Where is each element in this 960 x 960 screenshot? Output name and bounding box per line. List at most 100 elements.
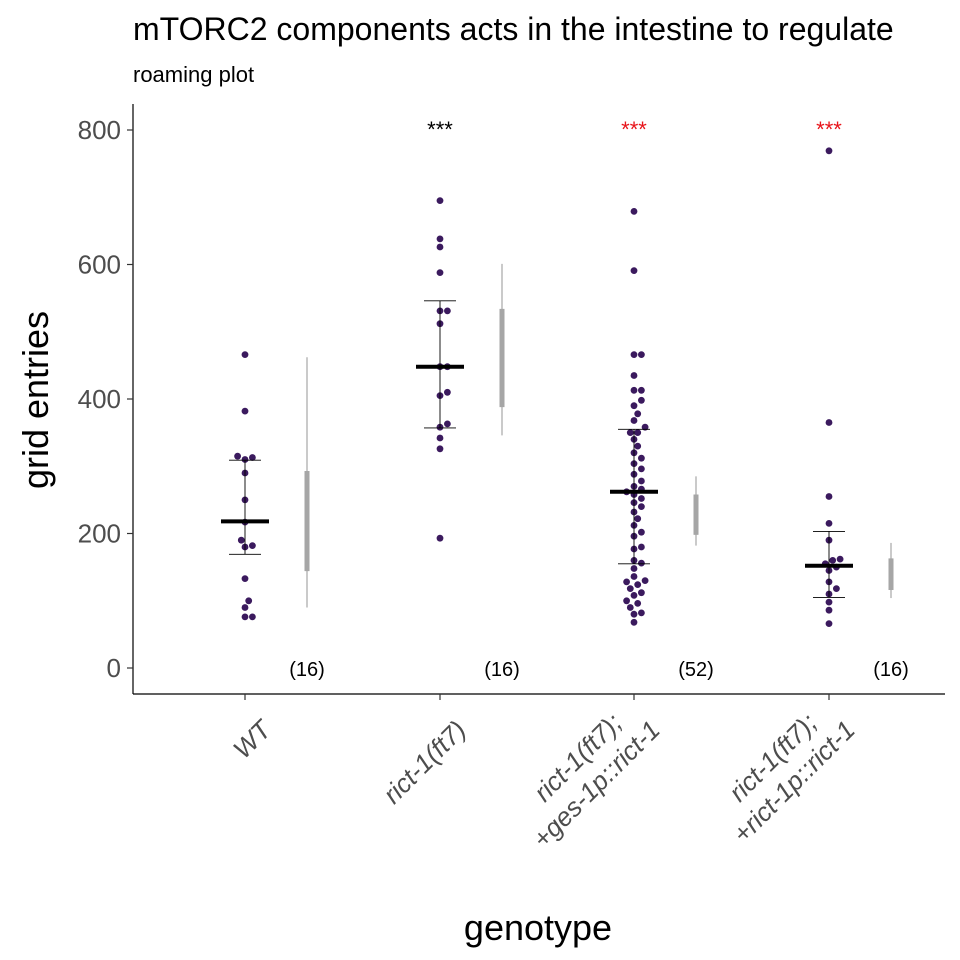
- ci-point: [888, 571, 894, 577]
- data-point: [444, 420, 451, 428]
- data-point: [638, 454, 645, 462]
- data-point: [241, 604, 249, 611]
- x-tick-label-line: rict-1(ft7): [377, 715, 472, 810]
- x-tick-label: rict-1(ft7);+rict-1p::rict-1: [704, 692, 861, 849]
- data-point: [836, 555, 844, 563]
- data-point: [638, 396, 645, 404]
- ci-point: [693, 514, 699, 520]
- data-point: [241, 613, 249, 621]
- data-point: [436, 434, 444, 442]
- data-point: [634, 410, 642, 418]
- data-point: [638, 589, 645, 597]
- x-tick-label: rict-1(ft7): [377, 715, 472, 810]
- data-point: [626, 585, 634, 592]
- y-tick-label: 0: [107, 653, 121, 683]
- data-point: [825, 606, 833, 614]
- sample-size-label: (52): [678, 659, 714, 681]
- data-point: [630, 351, 638, 358]
- data-point: [444, 307, 451, 315]
- data-point: [825, 419, 833, 426]
- x-tick-label: rict-1(ft7);+ges-1p::rict-1: [504, 692, 666, 854]
- data-point: [630, 208, 638, 215]
- data-point: [638, 465, 645, 473]
- data-point: [623, 597, 630, 605]
- y-tick-label: 800: [78, 115, 121, 145]
- data-point: [436, 243, 444, 251]
- significance-label: ***: [816, 117, 842, 142]
- data-point: [249, 613, 256, 621]
- data-point: [638, 386, 645, 394]
- data-point: [634, 581, 642, 588]
- data-point: [249, 542, 256, 549]
- data-point: [436, 445, 444, 453]
- significance-label: ***: [427, 117, 453, 142]
- data-point: [436, 269, 444, 276]
- plot-marks: (16) (16) *** (52) *** (16) ***: [221, 117, 909, 681]
- data-point: [638, 503, 645, 510]
- data-point: [249, 454, 256, 461]
- data-point: [634, 515, 642, 523]
- data-point: [237, 536, 245, 544]
- data-point: [638, 609, 645, 617]
- data-point: [833, 585, 840, 592]
- data-point: [630, 573, 638, 580]
- x-axis-title: genotype: [464, 907, 612, 948]
- data-point: [825, 493, 833, 500]
- data-point: [634, 600, 642, 607]
- chart-subtitle: roaming plot: [133, 62, 254, 87]
- x-tick-label-line: WT: [227, 713, 278, 764]
- data-point: [436, 534, 444, 542]
- data-point: [630, 402, 638, 410]
- sample-size-label: (16): [289, 659, 325, 681]
- data-point: [630, 618, 638, 626]
- data-point: [623, 578, 630, 586]
- ci-point: [304, 527, 310, 533]
- data-point: [626, 429, 634, 436]
- data-point: [638, 559, 645, 567]
- sample-size-label: (16): [484, 659, 520, 681]
- data-point: [825, 620, 833, 627]
- data-point: [630, 372, 638, 379]
- data-point: [241, 407, 249, 415]
- data-point: [638, 528, 645, 536]
- y-tick-label: 200: [78, 519, 121, 549]
- group-4: (16) ***: [805, 117, 909, 681]
- data-point: [626, 604, 634, 611]
- data-point: [630, 610, 638, 618]
- chart-title: mTORC2 components acts in the intestine …: [133, 11, 894, 47]
- data-point: [638, 351, 645, 358]
- data-point: [630, 386, 638, 394]
- data-point: [630, 267, 638, 274]
- data-point: [444, 388, 451, 396]
- data-point: [630, 592, 638, 599]
- data-point: [829, 557, 837, 564]
- data-point: [638, 477, 645, 485]
- data-point: [241, 575, 249, 582]
- data-point: [241, 456, 249, 463]
- group-3: (52) ***: [610, 117, 714, 681]
- data-point: [641, 577, 649, 584]
- group-1: (16): [221, 351, 325, 681]
- data-point: [825, 520, 833, 527]
- x-tick-label: WT: [227, 713, 278, 764]
- y-axis-title: grid entries: [15, 311, 56, 489]
- data-point: [436, 197, 444, 205]
- data-point: [241, 351, 249, 358]
- data-point: [245, 597, 253, 605]
- data-point: [634, 442, 642, 450]
- significance-label: ***: [621, 117, 647, 142]
- data-point: [630, 417, 638, 424]
- data-point: [436, 235, 444, 243]
- data-point: [638, 495, 645, 502]
- ci-point: [499, 359, 505, 365]
- data-point: [825, 598, 833, 606]
- y-tick-label: 400: [78, 384, 121, 414]
- data-point: [234, 452, 242, 460]
- data-point: [634, 429, 642, 436]
- axes: 0 200 400 600 800 WT rict-1(ft7) rict-1(ft7);+g…: [78, 104, 945, 854]
- data-point: [638, 543, 645, 551]
- data-point: [825, 147, 833, 155]
- group-2: (16) ***: [416, 117, 520, 681]
- sample-size-label: (16): [873, 659, 909, 681]
